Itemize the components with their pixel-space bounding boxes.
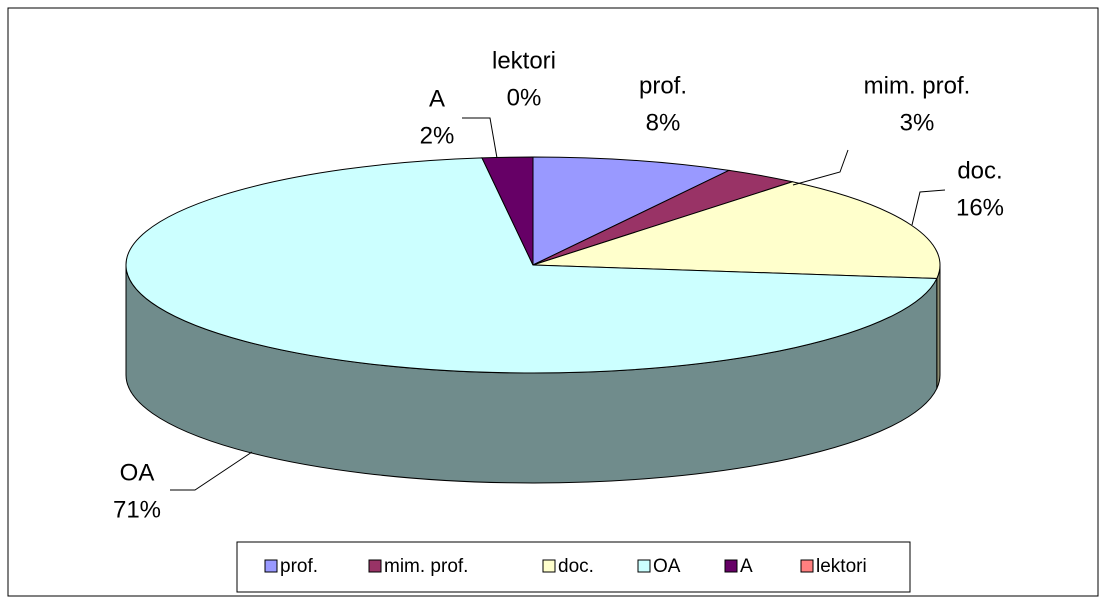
pie [125,156,941,484]
data-labels: prof. 8% mim. prof. 3% doc. 16% OA 71% A 2% lektor… [113,47,1004,523]
legend-swatch [542,559,556,573]
legend-label: prof. [280,556,318,577]
legend [236,541,911,593]
legend-label: OA [653,556,681,577]
legend-swatch [637,559,651,573]
data-label-value: 16% [956,194,1004,221]
data-label-value: 3% [900,109,935,136]
data-label-value: 0% [507,84,542,111]
leader-line [792,149,849,186]
leader-line [170,451,253,491]
legend-swatch [800,559,814,573]
leader-line [462,117,498,159]
data-label-name: mim. prof. [864,72,971,99]
legend-label: doc. [558,556,594,577]
data-label-name: OA [120,459,155,486]
slice [532,181,941,280]
data-label-name: prof. [639,72,687,99]
leader-line [911,189,946,226]
slice [125,157,938,374]
leader-lines [170,117,946,491]
data-label-name: doc. [957,157,1002,184]
data-label-value: 2% [420,122,455,149]
legend-label: mim. prof. [384,556,468,577]
legend-swatch [724,559,738,573]
legend-label: A [740,556,753,577]
slice [532,156,731,266]
legend-label: lektori [816,556,867,577]
legend-swatch [264,559,278,573]
data-label-value: 71% [113,496,161,523]
data-label-name: lektori [492,47,556,74]
legend-swatch [368,559,382,573]
data-label-name: A [429,85,445,112]
data-label-value: 8% [646,109,681,136]
